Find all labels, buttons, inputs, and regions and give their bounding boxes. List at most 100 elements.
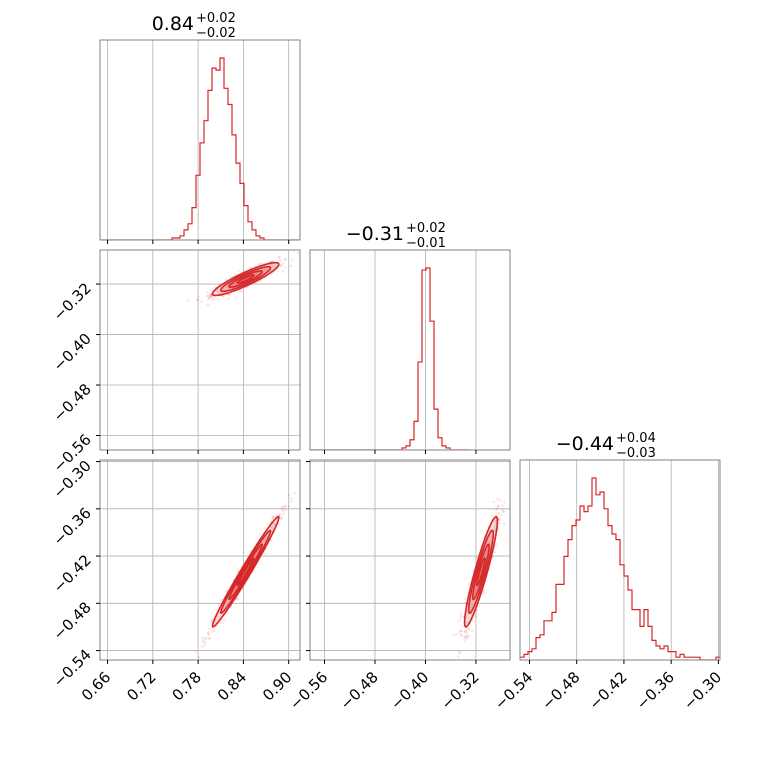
title-sub-0: −0.02 xyxy=(196,26,236,41)
sample-point xyxy=(467,627,471,631)
title-main-0: 0.84 xyxy=(152,13,194,35)
sample-point xyxy=(290,258,294,261)
sample-point xyxy=(279,517,283,520)
sample-point xyxy=(283,258,286,262)
sample-point xyxy=(280,507,284,511)
panel-title-1: −0.31 +0.02−0.01 xyxy=(346,221,446,251)
sample-point xyxy=(208,295,212,299)
sample-point xyxy=(209,294,213,298)
contour-1-0-3 xyxy=(236,274,255,284)
sample-point xyxy=(458,618,462,622)
panel-frame-2-0 xyxy=(99,459,301,661)
sample-point xyxy=(262,552,266,555)
sample-point xyxy=(207,630,210,634)
contour-2-0-3 xyxy=(236,557,255,587)
sample-point xyxy=(208,296,211,300)
sample-point xyxy=(212,629,216,632)
panel-title-2: −0.44 +0.04−0.03 xyxy=(556,431,656,461)
panel-2-2: −0.54 −0.48 −0.42 −0.36 −0.30 −0.44 +0.04−0.03 xyxy=(491,431,725,713)
histogram-0 xyxy=(100,57,300,240)
x-tick-label-1-2: −0.40 xyxy=(387,668,432,713)
y-tick-label-2-2: −0.42 xyxy=(50,551,95,596)
histogram-1 xyxy=(310,267,470,450)
sample-point xyxy=(280,516,283,520)
sample-point xyxy=(201,640,205,643)
sample-point xyxy=(225,590,228,594)
sample-point xyxy=(495,507,499,510)
sample-point xyxy=(500,514,503,517)
sample-point xyxy=(234,296,238,299)
sample-point xyxy=(466,634,469,638)
sample-point xyxy=(224,278,228,282)
x-tick-label-2-4: −0.30 xyxy=(680,668,725,713)
sample-point xyxy=(459,612,463,616)
sample-point xyxy=(270,518,274,522)
sample-point xyxy=(459,633,463,637)
panel-frame-2-2 xyxy=(519,459,721,661)
sample-point xyxy=(463,636,466,639)
sample-point xyxy=(278,259,282,262)
sample-point xyxy=(468,582,471,586)
sample-point xyxy=(237,269,240,272)
sample-point xyxy=(271,516,275,520)
sample-point xyxy=(459,629,463,632)
panel-frame-1-0 xyxy=(99,249,301,451)
sample-point xyxy=(219,598,223,602)
sample-point xyxy=(284,257,287,261)
sample-point xyxy=(217,603,221,606)
sample-point xyxy=(475,556,479,560)
sample-point xyxy=(271,515,275,518)
sample-point xyxy=(209,293,213,297)
x-tick-label-0-3: 0.84 xyxy=(214,668,250,704)
panel-frame-2-1 xyxy=(309,459,511,661)
sample-point xyxy=(207,637,210,640)
y-tick-label-2-3: −0.36 xyxy=(50,504,95,549)
sample-point xyxy=(490,514,494,517)
panel-frame-0-0 xyxy=(99,39,301,241)
title-sup-1: +0.02 xyxy=(406,221,446,236)
sample-point xyxy=(466,627,469,631)
sample-point xyxy=(498,518,501,521)
sample-point xyxy=(289,264,293,268)
sample-point xyxy=(281,262,285,266)
sample-point xyxy=(495,542,498,546)
sample-point xyxy=(289,500,293,503)
sample-point xyxy=(237,289,241,293)
sample-point xyxy=(277,523,281,526)
sample-point xyxy=(182,672,185,675)
sample-point xyxy=(465,637,469,640)
title-sup-0: +0.02 xyxy=(196,11,236,26)
x-tick-label-1-1: −0.48 xyxy=(337,668,382,713)
sample-point xyxy=(206,290,209,294)
contour-2-1-3 xyxy=(476,557,486,587)
sample-point xyxy=(287,493,291,497)
sample-point xyxy=(463,639,466,642)
sample-point xyxy=(283,508,286,512)
sample-point xyxy=(263,527,266,530)
sample-point xyxy=(200,636,204,640)
sample-point xyxy=(241,289,244,292)
sample-point xyxy=(492,500,496,504)
sample-point xyxy=(290,497,293,500)
sample-point xyxy=(493,551,496,554)
sample-point xyxy=(210,618,214,622)
sample-point xyxy=(223,618,226,622)
sample-point xyxy=(283,266,287,269)
sample-point xyxy=(200,300,203,304)
sample-point xyxy=(210,619,214,622)
sample-point xyxy=(197,295,200,298)
sample-point xyxy=(233,273,237,277)
sample-point xyxy=(211,299,214,302)
sample-point xyxy=(205,294,209,298)
y-tick-label-1-1: −0.48 xyxy=(50,380,95,425)
x-tick-label-1-0: −0.56 xyxy=(286,668,331,713)
sample-point xyxy=(496,505,500,509)
x-tick-label-0-2: 0.78 xyxy=(169,668,205,704)
sample-point xyxy=(216,624,219,627)
sample-point xyxy=(458,631,461,634)
sample-point xyxy=(458,651,462,655)
x-tick-label-2-2: −0.42 xyxy=(586,668,631,713)
sample-point xyxy=(227,297,230,301)
panel-1-1: −0.31 +0.02−0.01 xyxy=(309,221,511,454)
sample-point xyxy=(494,508,498,511)
